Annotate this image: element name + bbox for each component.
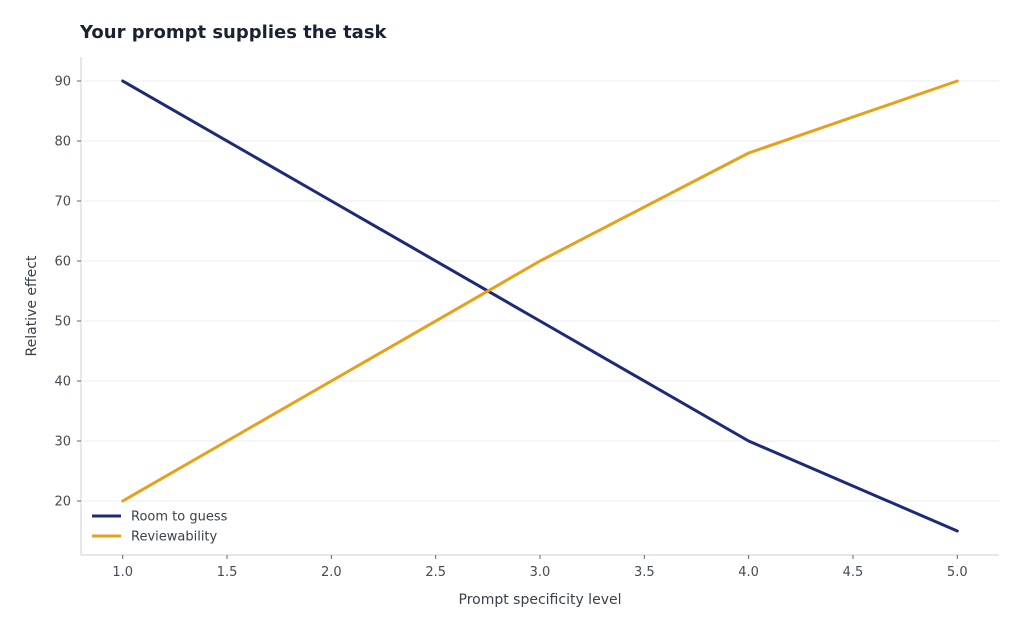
y-tick-label: 50 <box>54 315 71 330</box>
x-tick-label: 1.0 <box>112 565 133 580</box>
x-tick-label: 4.0 <box>738 565 759 580</box>
legend-label: Room to guess <box>131 510 228 525</box>
x-tick-label: 4.5 <box>843 565 864 580</box>
y-tick-label: 90 <box>54 75 71 90</box>
y-tick-label: 60 <box>54 255 71 270</box>
y-tick-label: 40 <box>54 375 71 390</box>
y-tick-label: 80 <box>54 135 71 150</box>
series-line-2 <box>121 79 959 503</box>
gridlines <box>81 80 999 502</box>
x-tick-label: 2.5 <box>425 565 446 580</box>
y-tick-label: 20 <box>54 495 71 510</box>
legend-label: Reviewability <box>131 530 218 545</box>
x-tick-label: 3.5 <box>634 565 655 580</box>
legend: Room to guess Reviewability <box>92 510 228 545</box>
x-tick-label: 5.0 <box>947 565 968 580</box>
y-tick-label: 30 <box>54 435 71 450</box>
x-axis-label: Prompt specificity level <box>459 592 622 608</box>
series-line-1 <box>121 79 959 533</box>
x-tick-label: 2.0 <box>321 565 342 580</box>
x-ticks: 1.0 1.5 2.0 2.5 3.0 3.5 4.0 4.5 5.0 <box>112 555 968 580</box>
x-tick-label: 1.5 <box>217 565 238 580</box>
y-axis-label: Relative effect <box>24 255 40 356</box>
series-lines <box>121 79 959 533</box>
y-tick-label: 70 <box>54 195 71 210</box>
chart-title: Your prompt supplies the task <box>80 22 387 43</box>
y-ticks: 20 30 40 50 60 70 80 90 <box>54 75 81 510</box>
x-tick-label: 3.0 <box>530 565 551 580</box>
axes <box>80 57 999 556</box>
